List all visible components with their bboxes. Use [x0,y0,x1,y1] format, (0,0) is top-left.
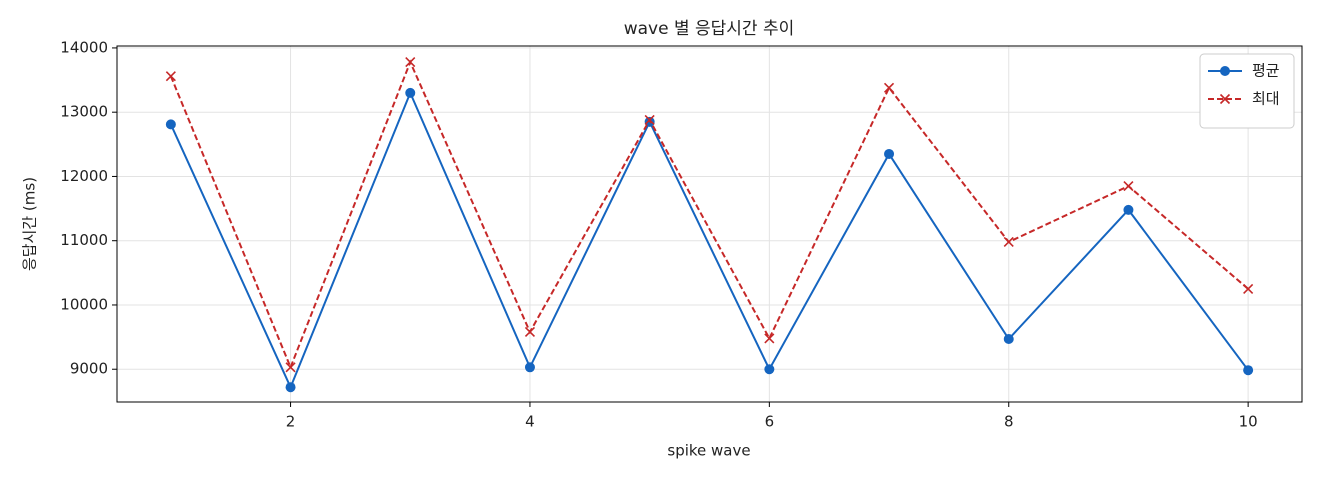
data-point [285,362,296,373]
series-line [169,90,1249,390]
legend-box [1199,53,1295,129]
x-tick-label: 4 [525,413,535,431]
y-tick-label: 10000 [60,295,108,313]
data-point [165,71,176,82]
data-point [883,82,895,93]
data-point [764,333,775,344]
data-point [1243,365,1254,376]
legend-label: 평균 [1252,62,1280,80]
data-point [1243,283,1254,294]
data-point [405,56,416,68]
data-point [285,382,296,393]
data-point [1123,181,1134,192]
data-point [524,326,536,338]
data-point [1123,204,1134,215]
x-tick-label: 2 [286,413,296,431]
data-point [884,148,895,159]
data-point [165,119,176,130]
data-point [644,114,655,125]
data-point [1003,334,1014,345]
series-line [169,59,1249,370]
data-point [1003,236,1014,248]
legend-label: 최대 [1252,90,1280,108]
plot-frame [116,45,1303,403]
y-tick-label: 13000 [60,103,108,121]
x-tick-label: 8 [1004,413,1014,431]
x-tick-label: 6 [765,413,775,431]
data-point [524,362,535,373]
y-axis-label: 응답시간 (ms) [21,177,39,271]
y-tick-label: 12000 [60,167,108,185]
y-tick-label: 11000 [60,231,108,249]
data-point [764,364,775,375]
y-tick-label: 9000 [70,360,108,378]
legend-marker [1219,93,1231,105]
x-axis-label: spike wave [667,442,750,460]
legend-marker [1220,66,1230,76]
data-point [405,87,416,98]
y-tick-label: 14000 [60,38,108,56]
chart-title: wave 별 응답시간 추이 [624,19,795,39]
x-tick-label: 10 [1239,413,1258,431]
